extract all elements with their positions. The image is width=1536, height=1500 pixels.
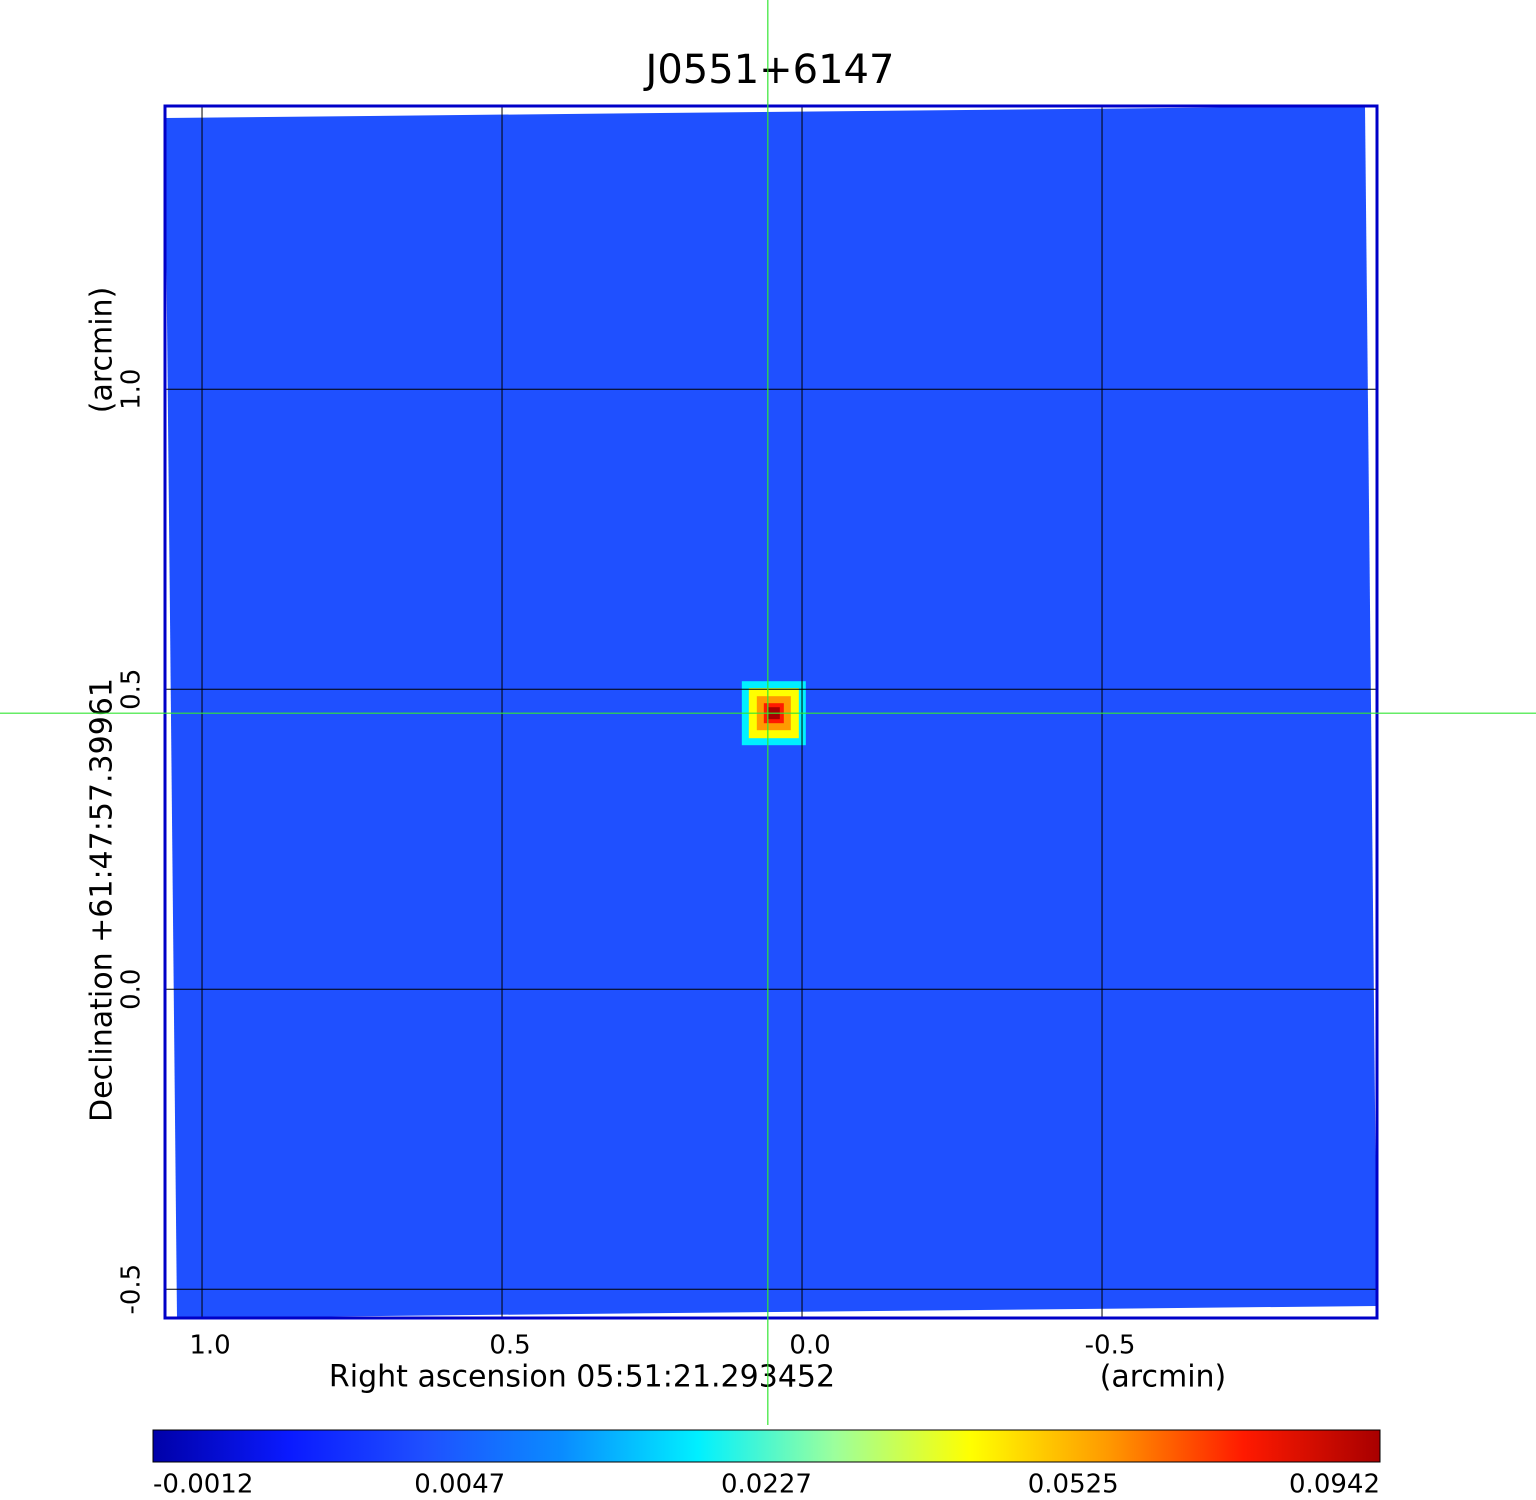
x-axis-label: Right ascension 05:51:21.293452 xyxy=(329,1360,835,1395)
colorbar-tick-label: 0.0047 xyxy=(414,1470,505,1500)
x-tick-label: -0.5 xyxy=(1085,1331,1136,1361)
chart-title: J0551+6147 xyxy=(643,47,895,93)
colorbar-tick-label: 0.0942 xyxy=(1289,1470,1380,1500)
y-axis-unit: (arcmin) xyxy=(85,287,120,414)
colorbar-tick-label: 0.0227 xyxy=(721,1470,812,1500)
y-tick-label: 0.0 xyxy=(117,969,147,1010)
y-tick-label: 1.0 xyxy=(117,369,147,410)
colorbar xyxy=(152,1429,1381,1463)
plot-frame xyxy=(163,104,1379,1320)
x-tick-label: 0.5 xyxy=(489,1331,530,1361)
colorbar-tick-label: 0.0525 xyxy=(1028,1470,1119,1500)
y-axis-label: Declination +61:47:57.39961 xyxy=(85,678,120,1122)
x-axis-unit: (arcmin) xyxy=(1100,1360,1227,1395)
y-tick-label: 0.5 xyxy=(117,669,147,710)
y-tick-label: -0.5 xyxy=(117,1264,147,1315)
x-tick-label: 1.0 xyxy=(189,1331,230,1361)
colorbar-tick-label: -0.0012 xyxy=(153,1470,253,1500)
x-tick-label: 0.0 xyxy=(789,1331,830,1361)
